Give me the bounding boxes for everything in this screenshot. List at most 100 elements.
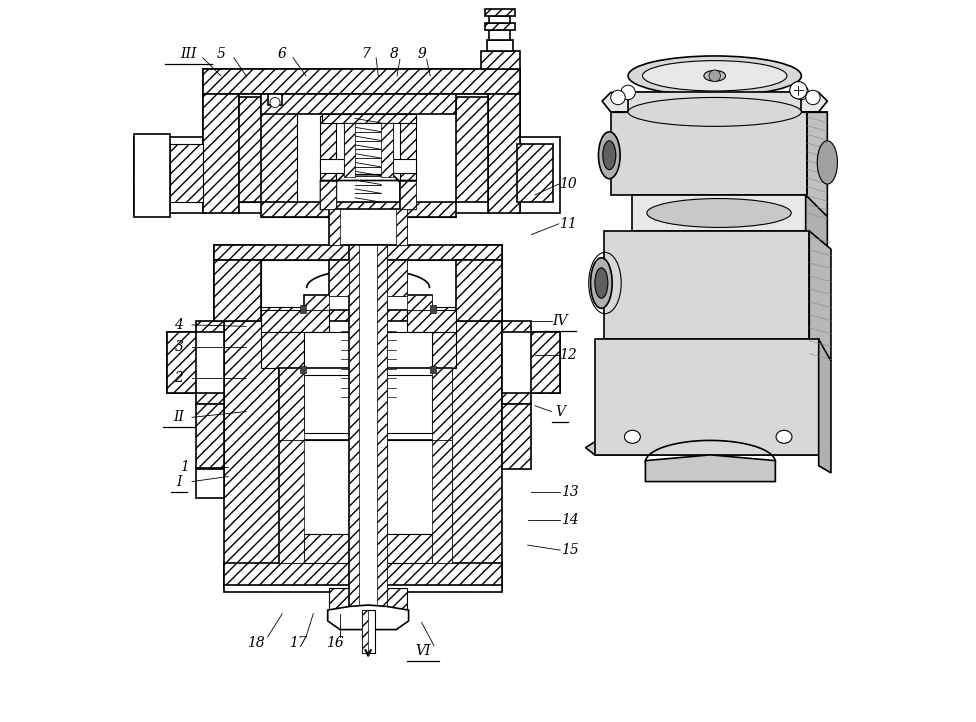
Ellipse shape (817, 141, 837, 184)
Polygon shape (224, 585, 503, 592)
Polygon shape (431, 440, 452, 563)
Polygon shape (344, 123, 355, 177)
Text: 13: 13 (561, 485, 579, 500)
Polygon shape (632, 195, 805, 231)
Polygon shape (489, 30, 509, 40)
Ellipse shape (598, 131, 620, 179)
Polygon shape (456, 260, 503, 321)
Polygon shape (487, 40, 513, 51)
Bar (261, 260, 456, 307)
Text: 10: 10 (558, 177, 576, 191)
Bar (135, 173, 171, 188)
Polygon shape (167, 332, 195, 393)
Ellipse shape (603, 141, 616, 170)
Polygon shape (167, 332, 224, 393)
Polygon shape (503, 332, 560, 393)
Polygon shape (629, 92, 801, 112)
Polygon shape (805, 195, 828, 253)
Bar (430, 305, 436, 313)
Polygon shape (320, 180, 337, 209)
Polygon shape (485, 9, 515, 16)
Polygon shape (267, 94, 282, 105)
Ellipse shape (647, 199, 792, 227)
Polygon shape (329, 209, 407, 245)
Polygon shape (485, 23, 515, 30)
Polygon shape (407, 310, 456, 332)
Polygon shape (386, 440, 452, 534)
Polygon shape (407, 295, 431, 310)
Text: II: II (174, 410, 184, 425)
Polygon shape (396, 209, 407, 245)
Polygon shape (531, 332, 560, 393)
Polygon shape (603, 231, 809, 339)
Polygon shape (261, 310, 329, 332)
Polygon shape (400, 180, 416, 209)
Polygon shape (135, 144, 171, 173)
Polygon shape (203, 94, 239, 213)
Text: 15: 15 (561, 543, 579, 557)
Text: III: III (181, 47, 196, 61)
Polygon shape (456, 245, 503, 321)
Circle shape (794, 85, 808, 100)
Polygon shape (278, 368, 452, 440)
Polygon shape (214, 307, 503, 321)
Polygon shape (382, 123, 392, 177)
Text: IV: IV (552, 314, 568, 329)
Polygon shape (214, 245, 261, 321)
Ellipse shape (590, 258, 612, 308)
Text: 11: 11 (558, 217, 576, 231)
Bar (301, 366, 306, 373)
Polygon shape (517, 144, 553, 202)
Bar (127, 0, 596, 686)
Ellipse shape (704, 70, 725, 81)
Polygon shape (349, 245, 386, 614)
Ellipse shape (594, 268, 608, 298)
Circle shape (790, 82, 807, 99)
Polygon shape (809, 231, 831, 361)
Polygon shape (431, 332, 456, 368)
Polygon shape (807, 112, 828, 217)
Text: VI: VI (415, 644, 430, 658)
Polygon shape (602, 92, 828, 112)
Circle shape (270, 97, 280, 108)
Polygon shape (261, 94, 456, 114)
Polygon shape (329, 209, 340, 245)
Polygon shape (214, 245, 503, 260)
Ellipse shape (625, 430, 640, 443)
Polygon shape (320, 175, 416, 209)
Polygon shape (195, 321, 224, 404)
Polygon shape (239, 97, 297, 202)
Polygon shape (261, 202, 456, 217)
Polygon shape (400, 116, 416, 180)
Polygon shape (452, 321, 503, 588)
Ellipse shape (629, 97, 801, 126)
Polygon shape (322, 114, 416, 123)
Bar (430, 366, 436, 373)
Polygon shape (278, 368, 304, 440)
Polygon shape (586, 442, 831, 455)
Polygon shape (488, 94, 520, 213)
Polygon shape (503, 404, 531, 469)
Polygon shape (135, 134, 171, 217)
Polygon shape (362, 610, 368, 653)
Polygon shape (159, 144, 203, 202)
Polygon shape (329, 260, 407, 296)
Text: 17: 17 (289, 635, 307, 650)
Bar (304, 332, 432, 368)
Polygon shape (503, 321, 531, 404)
Circle shape (709, 70, 720, 82)
Polygon shape (329, 260, 349, 296)
Polygon shape (362, 610, 375, 653)
Polygon shape (349, 245, 359, 614)
Text: 6: 6 (278, 47, 287, 61)
Text: 4: 4 (175, 318, 183, 332)
Circle shape (621, 85, 635, 100)
Polygon shape (261, 332, 304, 368)
Text: 14: 14 (561, 513, 579, 527)
Polygon shape (214, 260, 261, 321)
Text: 2: 2 (175, 370, 183, 385)
Polygon shape (594, 339, 819, 455)
Text: 8: 8 (389, 47, 398, 61)
Text: 18: 18 (247, 635, 264, 650)
Polygon shape (320, 116, 337, 180)
